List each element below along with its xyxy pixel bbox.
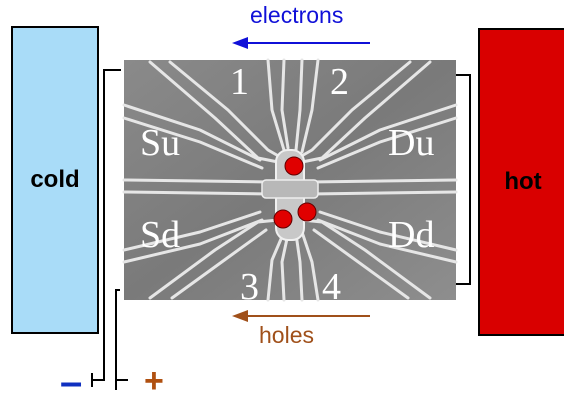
sem-device-image xyxy=(122,58,458,302)
cold-label: cold xyxy=(30,166,80,193)
quantum-dots xyxy=(273,156,317,229)
minus-sign: – xyxy=(60,360,83,404)
gate-label-1: 1 xyxy=(230,61,249,103)
quantum-dot xyxy=(297,202,317,222)
right-bias-bracket xyxy=(456,74,471,285)
gate-label-4: 4 xyxy=(322,266,341,308)
gate-label-sd: Sd xyxy=(140,214,181,256)
gate-label-3: 3 xyxy=(240,266,259,308)
gate-label-du: Du xyxy=(388,122,435,164)
plus-sign: + xyxy=(144,362,164,400)
left-bias-bracket xyxy=(91,69,128,390)
cold-reservoir: cold xyxy=(11,26,99,334)
holes-label: holes xyxy=(259,322,314,348)
hot-label: hot xyxy=(504,168,542,195)
electrons-arrow xyxy=(232,37,370,49)
quantum-dot xyxy=(284,156,304,176)
gate-label-2: 2 xyxy=(330,61,349,103)
electrons-label: electrons xyxy=(250,2,344,28)
diagram-graphics xyxy=(91,37,471,390)
holes-arrow xyxy=(232,310,370,322)
quantum-dot xyxy=(273,209,293,229)
gate-label-dd: Dd xyxy=(388,214,435,256)
hot-reservoir: hot xyxy=(478,28,564,336)
gate-label-su: Su xyxy=(140,122,181,164)
